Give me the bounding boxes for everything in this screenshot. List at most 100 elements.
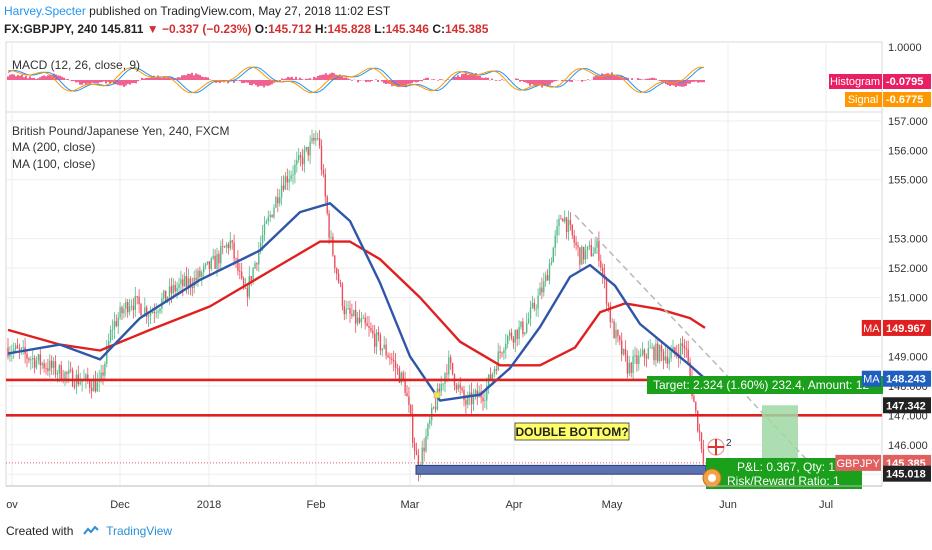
author-link[interactable]: Harvey.Specter (4, 4, 86, 18)
candle-body (26, 354, 28, 359)
close-value: 145.385 (444, 22, 489, 36)
annotation-box (514, 422, 630, 441)
candle-body (16, 345, 19, 349)
candle-body (598, 240, 600, 261)
candle-body (106, 345, 108, 364)
candle-body (263, 223, 266, 235)
candle-body (605, 279, 608, 304)
candle-body (632, 356, 634, 373)
candle-body (457, 384, 459, 390)
open-label: O: (254, 22, 269, 36)
candle-body (248, 276, 250, 297)
grid (5, 41, 883, 487)
candle-body (689, 361, 691, 378)
candle-body (47, 368, 49, 371)
down-arrow-icon: ▼ (146, 22, 159, 36)
candle-body (140, 304, 142, 316)
candle-body (448, 357, 450, 375)
candle-body (298, 155, 300, 161)
candle-body (548, 263, 551, 281)
candle-body (115, 321, 117, 326)
candle-body (267, 217, 269, 221)
candle-body (229, 240, 231, 249)
candle-body (622, 348, 625, 355)
candle-body (579, 247, 581, 265)
candle-body (645, 357, 648, 359)
candle-body (184, 276, 186, 287)
candle-body (28, 358, 30, 361)
candle-body (258, 250, 260, 265)
candle-body (556, 226, 558, 236)
candle-body (695, 401, 697, 411)
candle-body (514, 329, 516, 343)
published-text: published on TradingView.com, May 27, 20… (89, 4, 391, 18)
candle-body (347, 308, 349, 309)
candle-body (402, 372, 404, 380)
candle-body (459, 384, 461, 389)
price-badge-value: 147.342 (886, 400, 926, 412)
candle-body (630, 362, 632, 373)
histogram-badge-label: Histogram (830, 76, 880, 88)
candle-body (305, 146, 307, 151)
candle-body (261, 234, 264, 243)
candle-body (602, 267, 604, 274)
position-target-box (647, 376, 883, 394)
candle-body (43, 363, 45, 369)
candle-body (535, 308, 537, 310)
candle-body (222, 246, 224, 247)
price-badge: 147.342 (883, 397, 931, 414)
candle-body (626, 355, 629, 374)
price-change: −0.337 (−0.23%) (162, 22, 252, 36)
tradingview-link[interactable]: TradingView (106, 524, 173, 538)
candle-body (353, 309, 355, 316)
candle-body (640, 354, 642, 356)
x-tick-label: Mar (401, 499, 420, 511)
candle-body (474, 390, 477, 395)
candle-body (14, 345, 17, 350)
candle-body (410, 404, 412, 415)
candle-body (185, 276, 188, 287)
candle-body (526, 323, 528, 333)
candle-body (617, 329, 619, 337)
candles (7, 129, 705, 482)
double-bottom-annotation: DOUBLE BOTTOM? (514, 422, 630, 441)
candle-body (427, 423, 429, 436)
candle-body (600, 260, 602, 268)
candle-body (672, 347, 674, 352)
candle-body (624, 348, 627, 356)
candle-body (583, 246, 585, 260)
candle-body (320, 145, 323, 170)
candle-body (178, 284, 180, 288)
candle-body (451, 362, 454, 375)
candle-body (51, 360, 53, 368)
candle-body (571, 224, 573, 236)
candle-body (647, 348, 649, 359)
candle-body (22, 347, 24, 349)
candle-body (54, 361, 57, 375)
candle-body (123, 309, 125, 314)
candle-body (231, 240, 233, 243)
candle-body (621, 340, 623, 355)
candle-body (45, 368, 47, 369)
candle-body (279, 197, 281, 204)
candle-body (286, 176, 288, 183)
candle-body (628, 362, 630, 374)
candle-body (398, 368, 401, 383)
candle-body (79, 382, 81, 385)
candle-body (210, 258, 212, 269)
symbol-label: FX:GBPJPY, 240 (4, 22, 98, 36)
candle-body (641, 349, 644, 355)
candle-body (280, 185, 283, 198)
candle-body (138, 296, 140, 305)
candle-body (269, 214, 271, 218)
x-tick-label: Feb (307, 499, 326, 511)
candle-body (317, 138, 319, 139)
histogram-badge-box (883, 74, 931, 89)
candle-body (615, 329, 617, 339)
candle-body (37, 354, 40, 361)
candle-body (520, 321, 522, 328)
candle-body (260, 242, 262, 251)
candle-body (71, 370, 74, 387)
candle-body (330, 236, 332, 238)
